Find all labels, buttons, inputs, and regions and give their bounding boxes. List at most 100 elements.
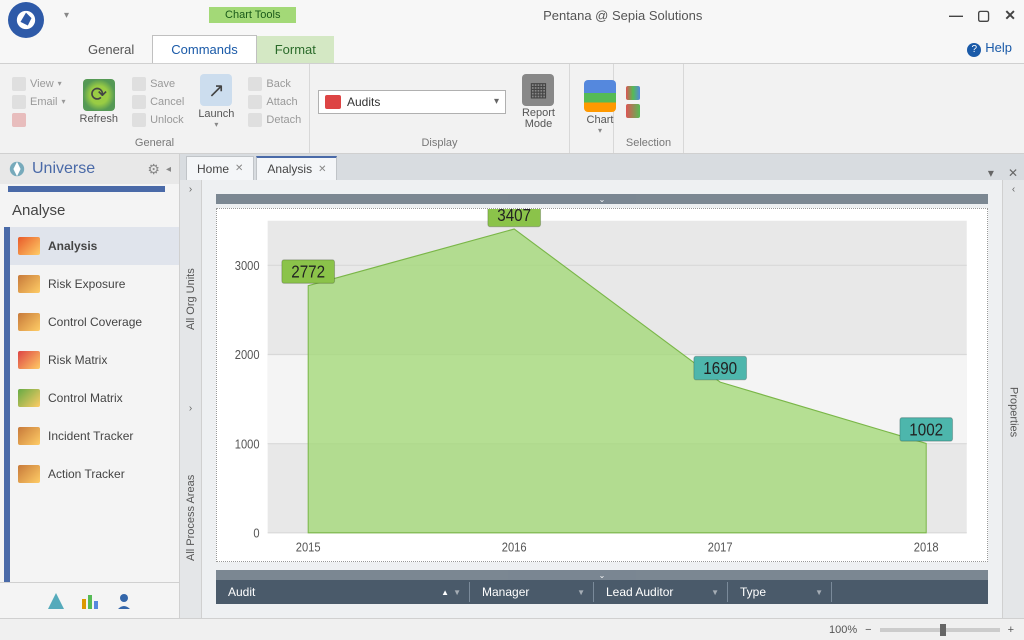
zoom-out-icon[interactable]: − <box>865 624 871 636</box>
org-units-label[interactable]: All Org Units <box>185 199 197 399</box>
left-vertical-strip: › All Org Units › All Process Areas <box>180 180 202 618</box>
detach-icon <box>248 113 262 127</box>
svg-text:2772: 2772 <box>291 262 325 281</box>
chart-container: › All Org Units › All Process Areas ⌄ 0 1… <box>180 180 1024 618</box>
zoom-slider[interactable] <box>880 628 1000 632</box>
qat-dropdown-icon[interactable]: ▾ <box>64 10 69 21</box>
tab-format[interactable]: Format <box>257 36 334 63</box>
doc-tab-analysis[interactable]: Analysis✕ <box>256 156 337 180</box>
control-matrix-icon <box>18 389 40 407</box>
sidebar-item-label: Action Tracker <box>48 467 125 481</box>
sidebar-item-control-matrix[interactable]: Control Matrix <box>10 379 179 417</box>
incident-tracker-icon <box>18 427 40 445</box>
launch-button[interactable]: ↗ Launch▾ <box>192 72 240 131</box>
footer-icon-3[interactable] <box>114 591 134 611</box>
launch-icon: ↗ <box>200 74 232 106</box>
filter-icon[interactable]: ▼ <box>711 588 719 597</box>
detach-button[interactable]: Detach <box>244 112 305 128</box>
delete-icon <box>12 113 26 127</box>
close-tab-icon[interactable]: ✕ <box>318 164 326 175</box>
footer-icon-1[interactable] <box>46 591 66 611</box>
view-icon <box>12 77 26 91</box>
selection-btn1[interactable] <box>622 85 644 101</box>
chart-canvas: 0100020003000201520162017201827723407169… <box>216 208 988 562</box>
expand-left-icon[interactable]: › <box>189 180 192 199</box>
chart-icon <box>584 80 616 112</box>
properties-label[interactable]: Properties <box>1008 199 1020 618</box>
email-button[interactable]: Email ▾ <box>8 94 70 110</box>
process-areas-label[interactable]: All Process Areas <box>185 418 197 618</box>
close-button[interactable]: ✕ <box>1004 7 1016 24</box>
column-header-manager[interactable]: Manager▼ <box>474 582 594 602</box>
svg-text:1690: 1690 <box>703 359 737 378</box>
ribbon-group-display-label: Display <box>318 135 561 149</box>
ribbon-tabstrip: General Commands Format Help <box>0 30 1024 64</box>
content-area: Home✕Analysis✕ ▾ ✕ › All Org Units › All… <box>180 154 1024 618</box>
sidebar-item-risk-exposure[interactable]: Risk Exposure <box>10 265 179 303</box>
svg-text:2017: 2017 <box>708 540 733 555</box>
save-button[interactable]: Save <box>128 76 188 92</box>
column-header-type[interactable]: Type ▼ <box>732 582 832 602</box>
zoom-in-icon[interactable]: + <box>1008 624 1014 636</box>
filter-icon[interactable]: ▼ <box>815 588 823 597</box>
sidebar: Universe ⚙ ◂ Analyse AnalysisRisk Exposu… <box>0 154 180 618</box>
svg-text:2000: 2000 <box>235 347 260 362</box>
unlock-button[interactable]: Unlock <box>128 112 188 128</box>
svg-text:3000: 3000 <box>235 258 260 273</box>
svg-text:0: 0 <box>253 526 259 541</box>
sidebar-item-analysis[interactable]: Analysis <box>10 227 179 265</box>
doc-close-icon[interactable]: ✕ <box>1002 166 1024 180</box>
doc-tab-home[interactable]: Home ✕ <box>186 156 254 180</box>
view-button[interactable]: View ▾ <box>8 76 70 92</box>
help-link[interactable]: Help <box>955 34 1024 63</box>
app-logo <box>8 2 44 38</box>
expand-left2-icon[interactable]: › <box>189 399 192 418</box>
close-tab-icon[interactable]: ✕ <box>235 163 243 174</box>
display-type-dropdown[interactable]: Audits ▾ <box>318 90 506 114</box>
refresh-icon: ⟳ <box>83 79 115 111</box>
sidebar-footer <box>0 582 179 618</box>
refresh-button[interactable]: ⟳ Refresh <box>74 77 125 127</box>
tab-commands[interactable]: Commands <box>152 35 256 63</box>
sidebar-item-incident-tracker[interactable]: Incident Tracker <box>10 417 179 455</box>
maximize-button[interactable]: ▢ <box>977 7 990 24</box>
analysis-icon <box>18 237 40 255</box>
sidebar-collapse-icon[interactable]: ◂ <box>166 164 171 175</box>
column-header-lead-auditor[interactable]: Lead Auditor▼ <box>598 582 728 602</box>
minimize-button[interactable]: — <box>949 7 963 24</box>
cancel-icon <box>132 95 146 109</box>
report-mode-icon: ▦ <box>522 74 554 106</box>
tab-general[interactable]: General <box>70 36 152 63</box>
back-icon <box>248 77 262 91</box>
filter-icon[interactable]: ▼ <box>453 588 461 597</box>
svg-text:3407: 3407 <box>497 209 531 225</box>
sidebar-item-label: Risk Matrix <box>48 353 107 367</box>
bottom-expand-handle[interactable]: ⌄ <box>216 570 988 580</box>
report-mode-button[interactable]: ▦ Report Mode <box>516 72 561 132</box>
sidebar-item-action-tracker[interactable]: Action Tracker <box>10 455 179 493</box>
sidebar-item-risk-matrix[interactable]: Risk Matrix <box>10 341 179 379</box>
doc-tab-label: Home <box>197 162 229 176</box>
action-tracker-icon <box>18 465 40 483</box>
window-title: Pentana @ Sepia Solutions <box>296 8 949 23</box>
attach-button[interactable]: Attach <box>244 94 305 110</box>
filter-icon[interactable]: ▼ <box>577 588 585 597</box>
control-coverage-icon <box>18 313 40 331</box>
sidebar-accent-strip <box>8 186 165 192</box>
cancel-button[interactable]: Cancel <box>128 94 188 110</box>
column-header-label: Type <box>740 585 766 599</box>
footer-icon-2[interactable] <box>80 591 100 611</box>
selection-btn2[interactable] <box>622 103 644 119</box>
svg-text:1000: 1000 <box>235 437 260 452</box>
top-expand-handle[interactable]: ⌄ <box>216 194 988 204</box>
expand-properties-icon[interactable]: ‹ <box>1012 180 1015 199</box>
gear-icon[interactable]: ⚙ <box>147 161 160 178</box>
universe-icon <box>8 160 26 178</box>
main-split: Universe ⚙ ◂ Analyse AnalysisRisk Exposu… <box>0 154 1024 618</box>
back-button[interactable]: Back <box>244 76 305 92</box>
delete-button[interactable] <box>8 112 70 128</box>
sidebar-item-control-coverage[interactable]: Control Coverage <box>10 303 179 341</box>
chart-tools-contextual-tab: Chart Tools <box>209 7 296 23</box>
doc-minimize-icon[interactable]: ▾ <box>982 166 1000 180</box>
column-header-audit[interactable]: Audit ▲▼ <box>220 582 470 602</box>
